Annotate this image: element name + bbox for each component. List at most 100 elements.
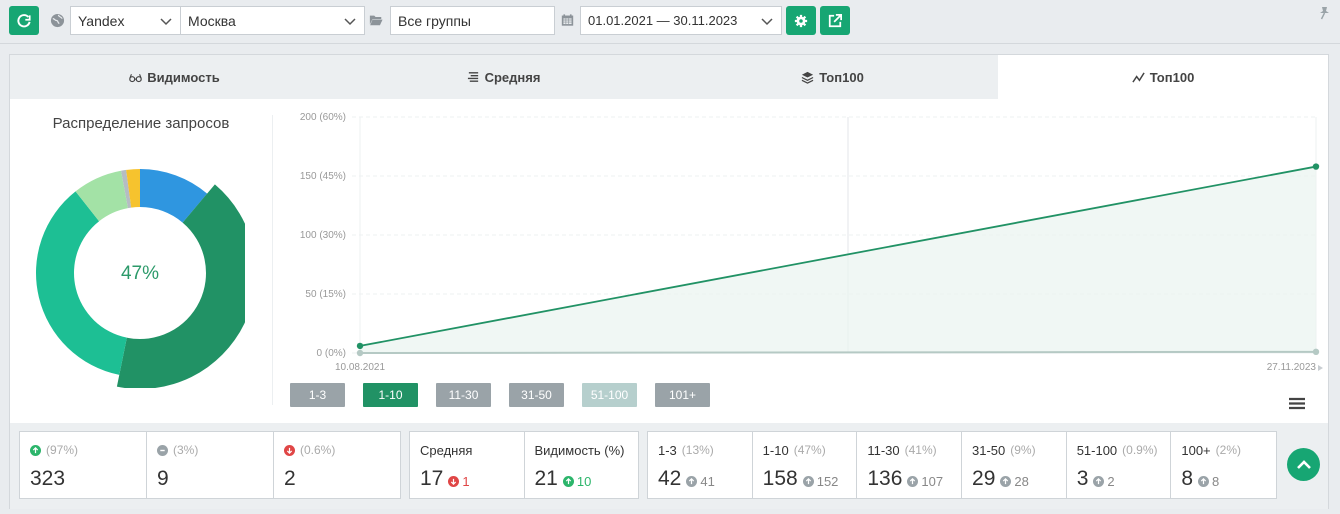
visibility-cell: Видимость (%) 21 10 — [525, 432, 639, 498]
arrow-up-circle-icon — [30, 444, 41, 456]
chart-line-icon — [1131, 71, 1145, 83]
range-button[interactable]: 51-100 — [582, 383, 637, 407]
donut-slice-1-3[interactable] — [140, 169, 208, 223]
range-delta: 107 — [921, 474, 944, 489]
tab-visibility[interactable]: Видимость — [10, 55, 339, 99]
range-label: 11-30 — [867, 442, 900, 458]
group-field[interactable]: Все группы — [390, 6, 555, 35]
tab-top100-layers[interactable]: Топ100 — [668, 55, 997, 99]
range-pct: (41%) — [904, 443, 937, 457]
arrow-up-circle-icon — [1000, 476, 1012, 487]
arrow-up-circle-icon — [1093, 476, 1105, 487]
group-value: Все группы — [398, 12, 471, 29]
range-value: 3 — [1076, 467, 1089, 490]
range-pct: (0.9%) — [1122, 443, 1158, 457]
range-button[interactable]: 11-30 — [436, 383, 491, 407]
status-group: (97%) 323 (3%) 9 (0.6%) 2 — [19, 431, 401, 499]
data-point[interactable] — [1312, 348, 1320, 356]
distribution-title: Распределение запросов — [52, 115, 230, 132]
arrow-up-circle-icon — [686, 476, 698, 487]
data-point[interactable] — [356, 349, 364, 357]
layers-icon — [801, 71, 814, 84]
series-line — [359, 350, 1317, 354]
refresh-button[interactable] — [9, 6, 39, 35]
range-stat-cell: 1-10 (47%) 158 152 — [753, 432, 858, 498]
minus-circle-icon — [157, 444, 168, 456]
average-delta: 1 — [462, 474, 470, 489]
tab-label: Топ100 — [1149, 69, 1195, 85]
status-down-cell: (0.6%) 2 — [274, 432, 400, 498]
donut-slice-31-50[interactable] — [75, 170, 128, 222]
arrow-up-circle-icon — [907, 476, 919, 487]
status-pct: (3%) — [173, 443, 199, 457]
stats-card: Видимость Средняя Топ100 Топ100 Распреде… — [9, 54, 1329, 509]
y-tick-label: 50 (15%) — [305, 289, 346, 300]
external-link-icon — [828, 13, 842, 27]
tab-top100-chart[interactable]: Топ100 — [998, 55, 1328, 99]
range-label: 1-3 — [658, 442, 677, 458]
range-value: 29 — [972, 467, 996, 490]
range-stat-cell: 11-30 (41%) 136 107 — [857, 432, 963, 498]
average-label: Средняя — [420, 442, 473, 458]
y-tick-label: 0 (0%) — [317, 348, 346, 359]
search-engine-value: Yandex — [78, 12, 125, 29]
divider — [272, 115, 273, 405]
status-up-cell: (97%) 323 — [20, 432, 147, 498]
donut-center-value: 47% — [120, 263, 160, 284]
distribution-donut-chart — [36, 169, 245, 388]
range-delta: 8 — [1212, 474, 1220, 489]
settings-button[interactable] — [786, 6, 816, 35]
scroll-top-button[interactable] — [1287, 448, 1320, 481]
data-point[interactable] — [356, 342, 364, 350]
range-delta: 28 — [1014, 474, 1029, 489]
donut-slice-101+[interactable] — [126, 169, 140, 208]
status-same-cell: (3%) 9 — [147, 432, 274, 498]
date-range-select[interactable]: 01.01.2021 — 30.11.2023 — [580, 6, 782, 35]
range-delta: 152 — [816, 474, 839, 489]
range-button[interactable]: 31-50 — [509, 383, 564, 407]
donut-slice-51-100[interactable] — [120, 169, 132, 209]
pin-icon[interactable] — [1318, 6, 1330, 20]
arrow-up-circle-icon — [802, 476, 814, 487]
donut-slice-11-30[interactable] — [36, 191, 127, 375]
range-button[interactable]: 1-3 — [290, 383, 345, 407]
range-value: 158 — [762, 467, 798, 490]
glasses-icon — [129, 73, 143, 82]
range-label: 100+ — [1181, 442, 1211, 458]
visibility-delta: 10 — [576, 474, 592, 489]
range-stat-cell: 31-50 (9%) 29 28 — [962, 432, 1067, 498]
range-pct: (13%) — [681, 443, 714, 457]
stats-bar: (97%) 323 (3%) 9 (0.6%) 2 Средняя 17 1 — [10, 423, 1328, 509]
range-pct: (9%) — [1010, 443, 1036, 457]
tab-average[interactable]: Средняя — [339, 55, 668, 99]
range-label: 51-100 — [1076, 442, 1118, 458]
status-value: 2 — [284, 467, 296, 490]
range-label: 31-50 — [972, 442, 1006, 458]
region-select[interactable]: Москва — [180, 6, 365, 35]
range-delta: 2 — [1107, 474, 1115, 489]
data-point[interactable] — [1312, 163, 1320, 170]
range-value: 136 — [867, 467, 903, 490]
arrow-up-circle-icon — [1198, 476, 1210, 487]
hamburger-menu-icon[interactable] — [1289, 397, 1305, 410]
x-tick-label: 27.11.2023 — [1267, 362, 1317, 373]
range-pct: (47%) — [793, 443, 826, 457]
status-pct: (0.6%) — [300, 443, 336, 457]
range-button[interactable]: 101+ — [655, 383, 710, 407]
visibility-value: 21 — [534, 467, 558, 490]
average-cell: Средняя 17 1 — [410, 432, 525, 498]
date-range-value: 01.01.2021 — 30.11.2023 — [588, 13, 738, 28]
export-button[interactable] — [820, 6, 850, 35]
tab-label: Видимость — [147, 69, 220, 85]
ranges-group: 1-3 (13%) 42 41 1-10 (47%) 158 152 11-30 (41%) 136… — [647, 431, 1277, 499]
series-area — [360, 166, 1316, 353]
tab-bar: Видимость Средняя Топ100 Топ100 — [10, 55, 1328, 99]
refresh-icon — [17, 13, 31, 27]
search-engine-select[interactable]: Yandex — [70, 6, 181, 35]
range-stat-cell: 51-100 (0.9%) 3 2 — [1067, 432, 1172, 498]
donut-slice-1-10[interactable] — [116, 184, 245, 388]
range-button[interactable]: 1-10 — [363, 383, 418, 407]
status-pct: (97%) — [46, 443, 79, 457]
x-axis-arrow — [1318, 365, 1323, 371]
toolbar: Yandex Москва Все группы 01.01.2021 — 30… — [0, 0, 1340, 44]
